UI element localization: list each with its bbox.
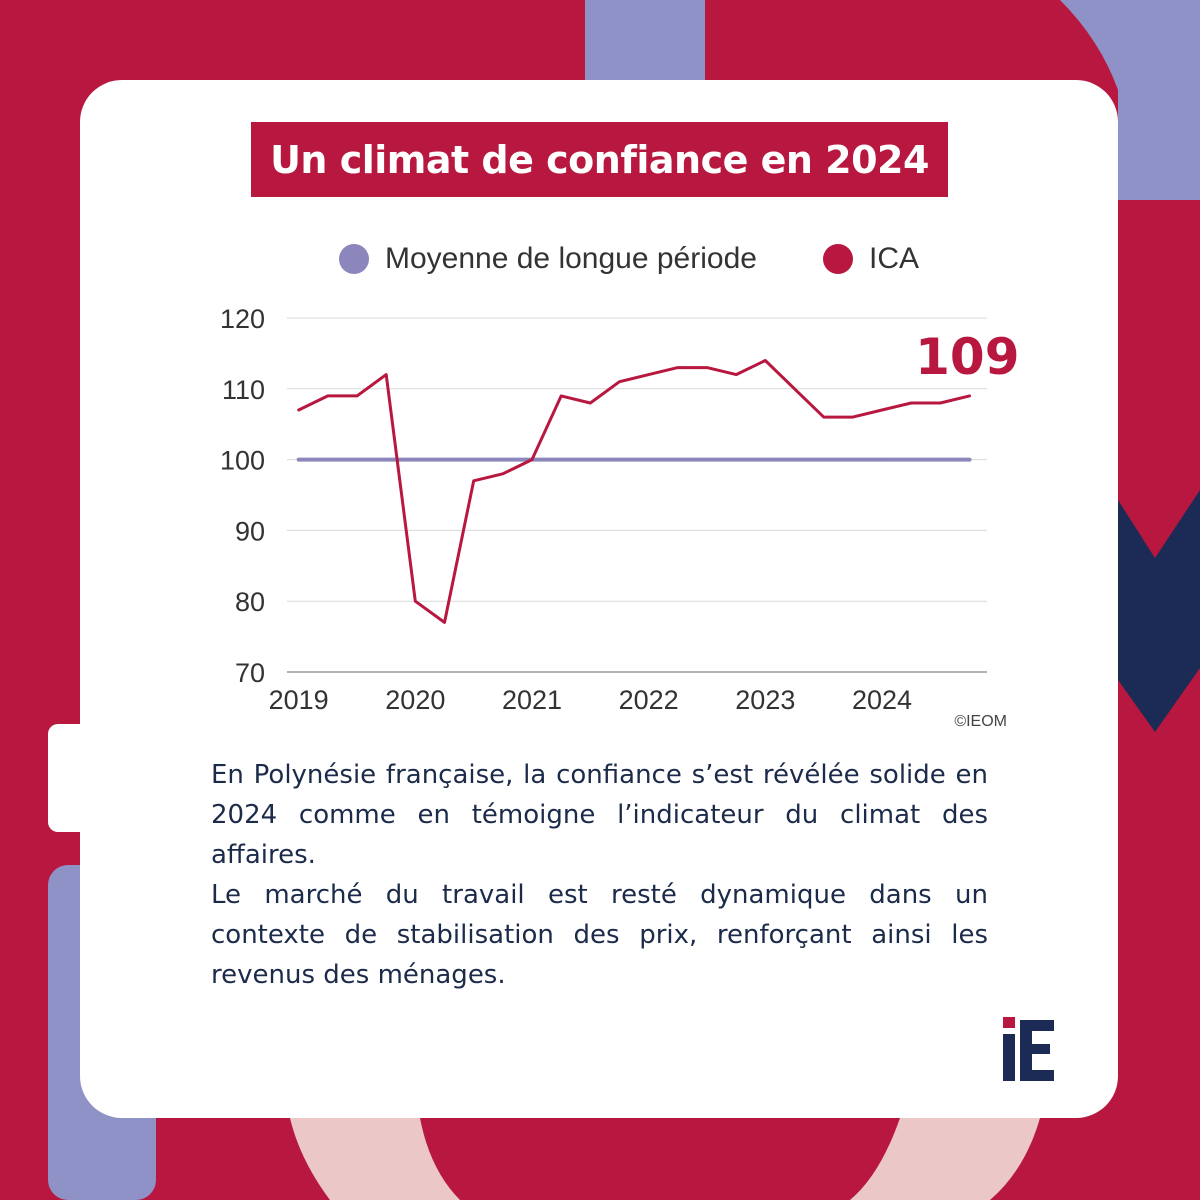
- y-tick-label: 90: [235, 516, 265, 546]
- x-tick-label: 2019: [269, 685, 329, 715]
- y-tick-label: 80: [235, 587, 265, 617]
- content-card: Un climat de confiance en 2024 Moyenne d…: [80, 80, 1118, 1118]
- description-text: En Polynésie française, la confiance s’e…: [211, 755, 988, 995]
- x-tick-label: 2024: [852, 685, 912, 715]
- navy-chevron-right: [1118, 490, 1200, 732]
- value-annotation-109: 109: [915, 328, 1019, 386]
- red-arc-fill-bottom: [420, 1118, 900, 1200]
- y-tick-label: 110: [222, 375, 265, 405]
- legend-item-ica: ICA: [823, 242, 919, 276]
- legend-dot-ica: [823, 244, 853, 274]
- legend-label-ica: ICA: [869, 242, 920, 275]
- legend-item-moyenne: Moyenne de longue période: [339, 242, 757, 276]
- legend-dot-moyenne: [339, 244, 369, 274]
- purple-band-top: [585, 0, 705, 90]
- description-paragraph-2: Le marché du travail est resté dynamique…: [211, 880, 988, 990]
- y-tick-label: 120: [220, 304, 265, 334]
- chart-title: Un climat de confiance en 2024: [251, 122, 948, 197]
- x-tick-label: 2020: [385, 685, 445, 715]
- description-paragraph-1: En Polynésie française, la confiance s’e…: [211, 760, 988, 870]
- source-label: ©IEOM: [954, 713, 1007, 730]
- purple-arc-right: [1060, 0, 1200, 200]
- x-tick-label: 2022: [619, 685, 679, 715]
- x-tick-label: 2021: [502, 685, 562, 715]
- series-line-ica: [297, 359, 971, 624]
- line-chart: 70 80 90 100 110 120 2019 2020 2021 2022 2023 2024 1…: [220, 304, 1020, 730]
- chart-legend: Moyenne de longue période ICA: [80, 242, 1118, 282]
- legend-label-moyenne: Moyenne de longue période: [385, 242, 757, 275]
- iedom-logo: [1003, 1017, 1054, 1081]
- y-tick-label: 70: [235, 658, 265, 688]
- y-tick-label: 100: [220, 446, 265, 476]
- x-tick-label: 2023: [735, 685, 795, 715]
